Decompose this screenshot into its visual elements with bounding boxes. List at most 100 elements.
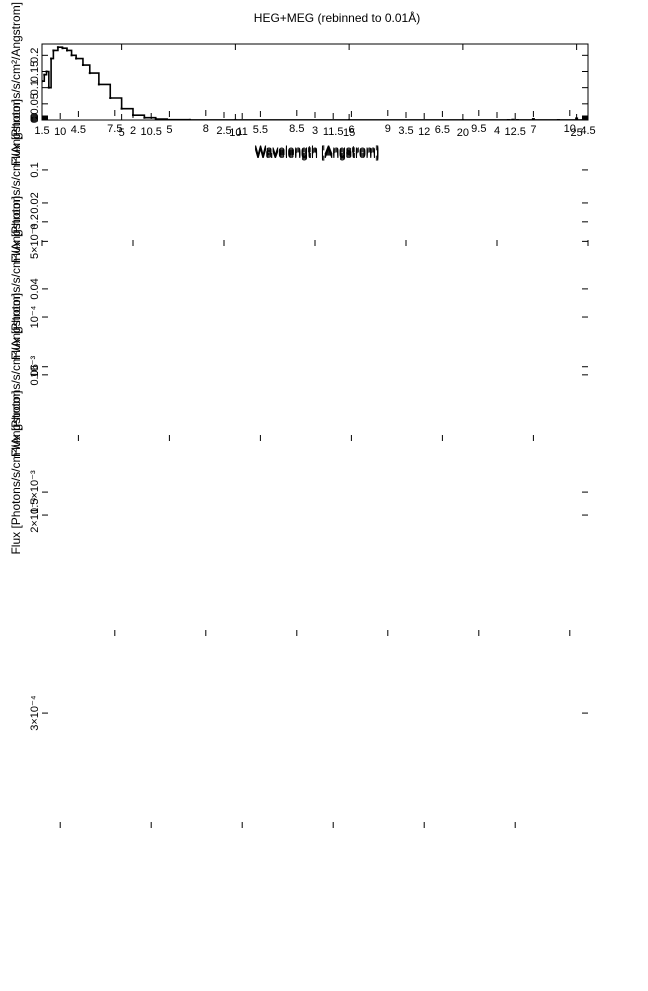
data-point	[43, 73, 46, 76]
data-point	[45, 70, 48, 73]
data-point	[77, 195, 79, 197]
data-point	[496, 169, 498, 171]
data-point	[97, 83, 100, 86]
data-point	[99, 221, 101, 223]
data-point	[41, 138, 43, 140]
data-point	[96, 335, 98, 337]
data-point	[66, 49, 69, 52]
data-point	[96, 205, 98, 207]
y-axis-label: Flux [Photons/s/cm²/Angstrom]	[9, 2, 23, 166]
data-point	[77, 366, 79, 368]
data-point	[81, 64, 84, 67]
data-point	[92, 159, 94, 161]
x-tick-label: 5	[166, 124, 172, 136]
y-tick-label: 0	[29, 115, 41, 121]
y-tick-label: 0	[29, 113, 41, 119]
data-point	[461, 118, 464, 120]
y-axis-label: Flux [Photons/s/cm²/Angstrom]	[9, 293, 23, 457]
data-point	[41, 541, 43, 543]
x-tick-label: 7	[530, 124, 536, 136]
data-point	[70, 54, 73, 57]
x-tick-label: 10	[54, 126, 66, 138]
data-point	[150, 138, 152, 140]
x-axis-label: Wavelength [Angstrom]	[255, 143, 379, 157]
x-tick-label: 1.5	[34, 125, 49, 137]
data-point	[168, 203, 170, 205]
spike-bar	[581, 396, 584, 397]
spike-bar	[506, 119, 510, 120]
spike-bar	[51, 218, 54, 219]
data-point	[587, 149, 589, 151]
data-point	[205, 138, 207, 140]
y-tick-label: 0.2	[29, 48, 41, 63]
y-tick-label: 3×10⁻⁴	[29, 695, 41, 731]
spike-bar	[241, 258, 244, 259]
data-point	[150, 215, 152, 217]
y-tick-label: 10⁻⁴	[29, 305, 41, 328]
spike-bar	[557, 367, 560, 368]
data-point	[241, 185, 243, 187]
spike-bar	[532, 347, 535, 348]
x-tick-label: 12	[418, 126, 430, 138]
x-tick-label: 4.5	[580, 125, 595, 137]
y-tick-label: 0	[29, 117, 41, 123]
data-point	[132, 229, 134, 231]
y-tick-label: 0.15	[29, 61, 41, 82]
data-point	[59, 416, 61, 418]
x-tick-label: 5.5	[253, 124, 268, 136]
spike-bar	[155, 238, 158, 239]
data-point	[369, 138, 371, 140]
x-tick-label: 7.5	[107, 123, 122, 135]
data-point	[188, 118, 191, 120]
spike-bar	[556, 119, 560, 120]
y-tick-label: 0	[29, 116, 41, 122]
data-point	[278, 140, 280, 142]
data-point	[423, 192, 425, 194]
series-line	[42, 119, 588, 543]
x-tick-label: 5	[119, 127, 125, 139]
spike-bar	[523, 337, 526, 338]
x-tick-label: 6	[348, 124, 354, 136]
data-point	[278, 163, 280, 165]
data-point	[52, 49, 55, 52]
data-point	[109, 97, 112, 100]
data-point	[587, 138, 589, 140]
y-axis-label: Flux [Photons/s/cm²/Angstrom]	[9, 390, 23, 554]
data-point	[77, 357, 79, 359]
y-tick-label: 1.5×10⁻³	[29, 470, 41, 514]
x-tick-label: 3	[312, 125, 318, 137]
data-point	[460, 182, 462, 184]
data-point	[143, 116, 146, 119]
y-axis-label: Flux [Photons/s/cm²/Angstrom]	[9, 99, 23, 263]
data-point	[41, 179, 43, 181]
x-tick-label: 2	[130, 125, 136, 137]
spike-bar	[483, 327, 486, 328]
spike-bar	[150, 238, 153, 239]
x-axis-label: Wavelength [Angstrom]	[255, 147, 379, 161]
x-tick-label: 10	[229, 127, 241, 139]
data-point	[259, 138, 261, 140]
data-point	[223, 202, 225, 204]
data-point	[61, 47, 64, 50]
x-tick-label: 8.5	[289, 123, 304, 135]
data-point	[205, 219, 207, 221]
data-layer	[41, 149, 589, 236]
data-point	[532, 138, 534, 140]
data-point	[478, 138, 480, 140]
panel-3: 4.5 5 5.5 6 6.5 7 0 0.02 0.04 0.06 Wavelength [Ang…	[9, 111, 588, 441]
spike-bar	[474, 317, 477, 318]
data-point	[314, 138, 316, 140]
x-tick-label: 12.5	[504, 126, 525, 138]
x-tick-label: 4	[494, 125, 500, 137]
x-tick-label: 9	[385, 123, 391, 135]
data-point	[348, 118, 351, 120]
series-line	[42, 150, 588, 235]
spike-bar	[110, 218, 113, 219]
data-point	[205, 165, 207, 167]
spike-bar	[344, 277, 347, 278]
data-point	[120, 107, 123, 110]
spike-bar	[531, 118, 535, 120]
data-point	[168, 234, 170, 236]
data-point	[114, 278, 116, 280]
